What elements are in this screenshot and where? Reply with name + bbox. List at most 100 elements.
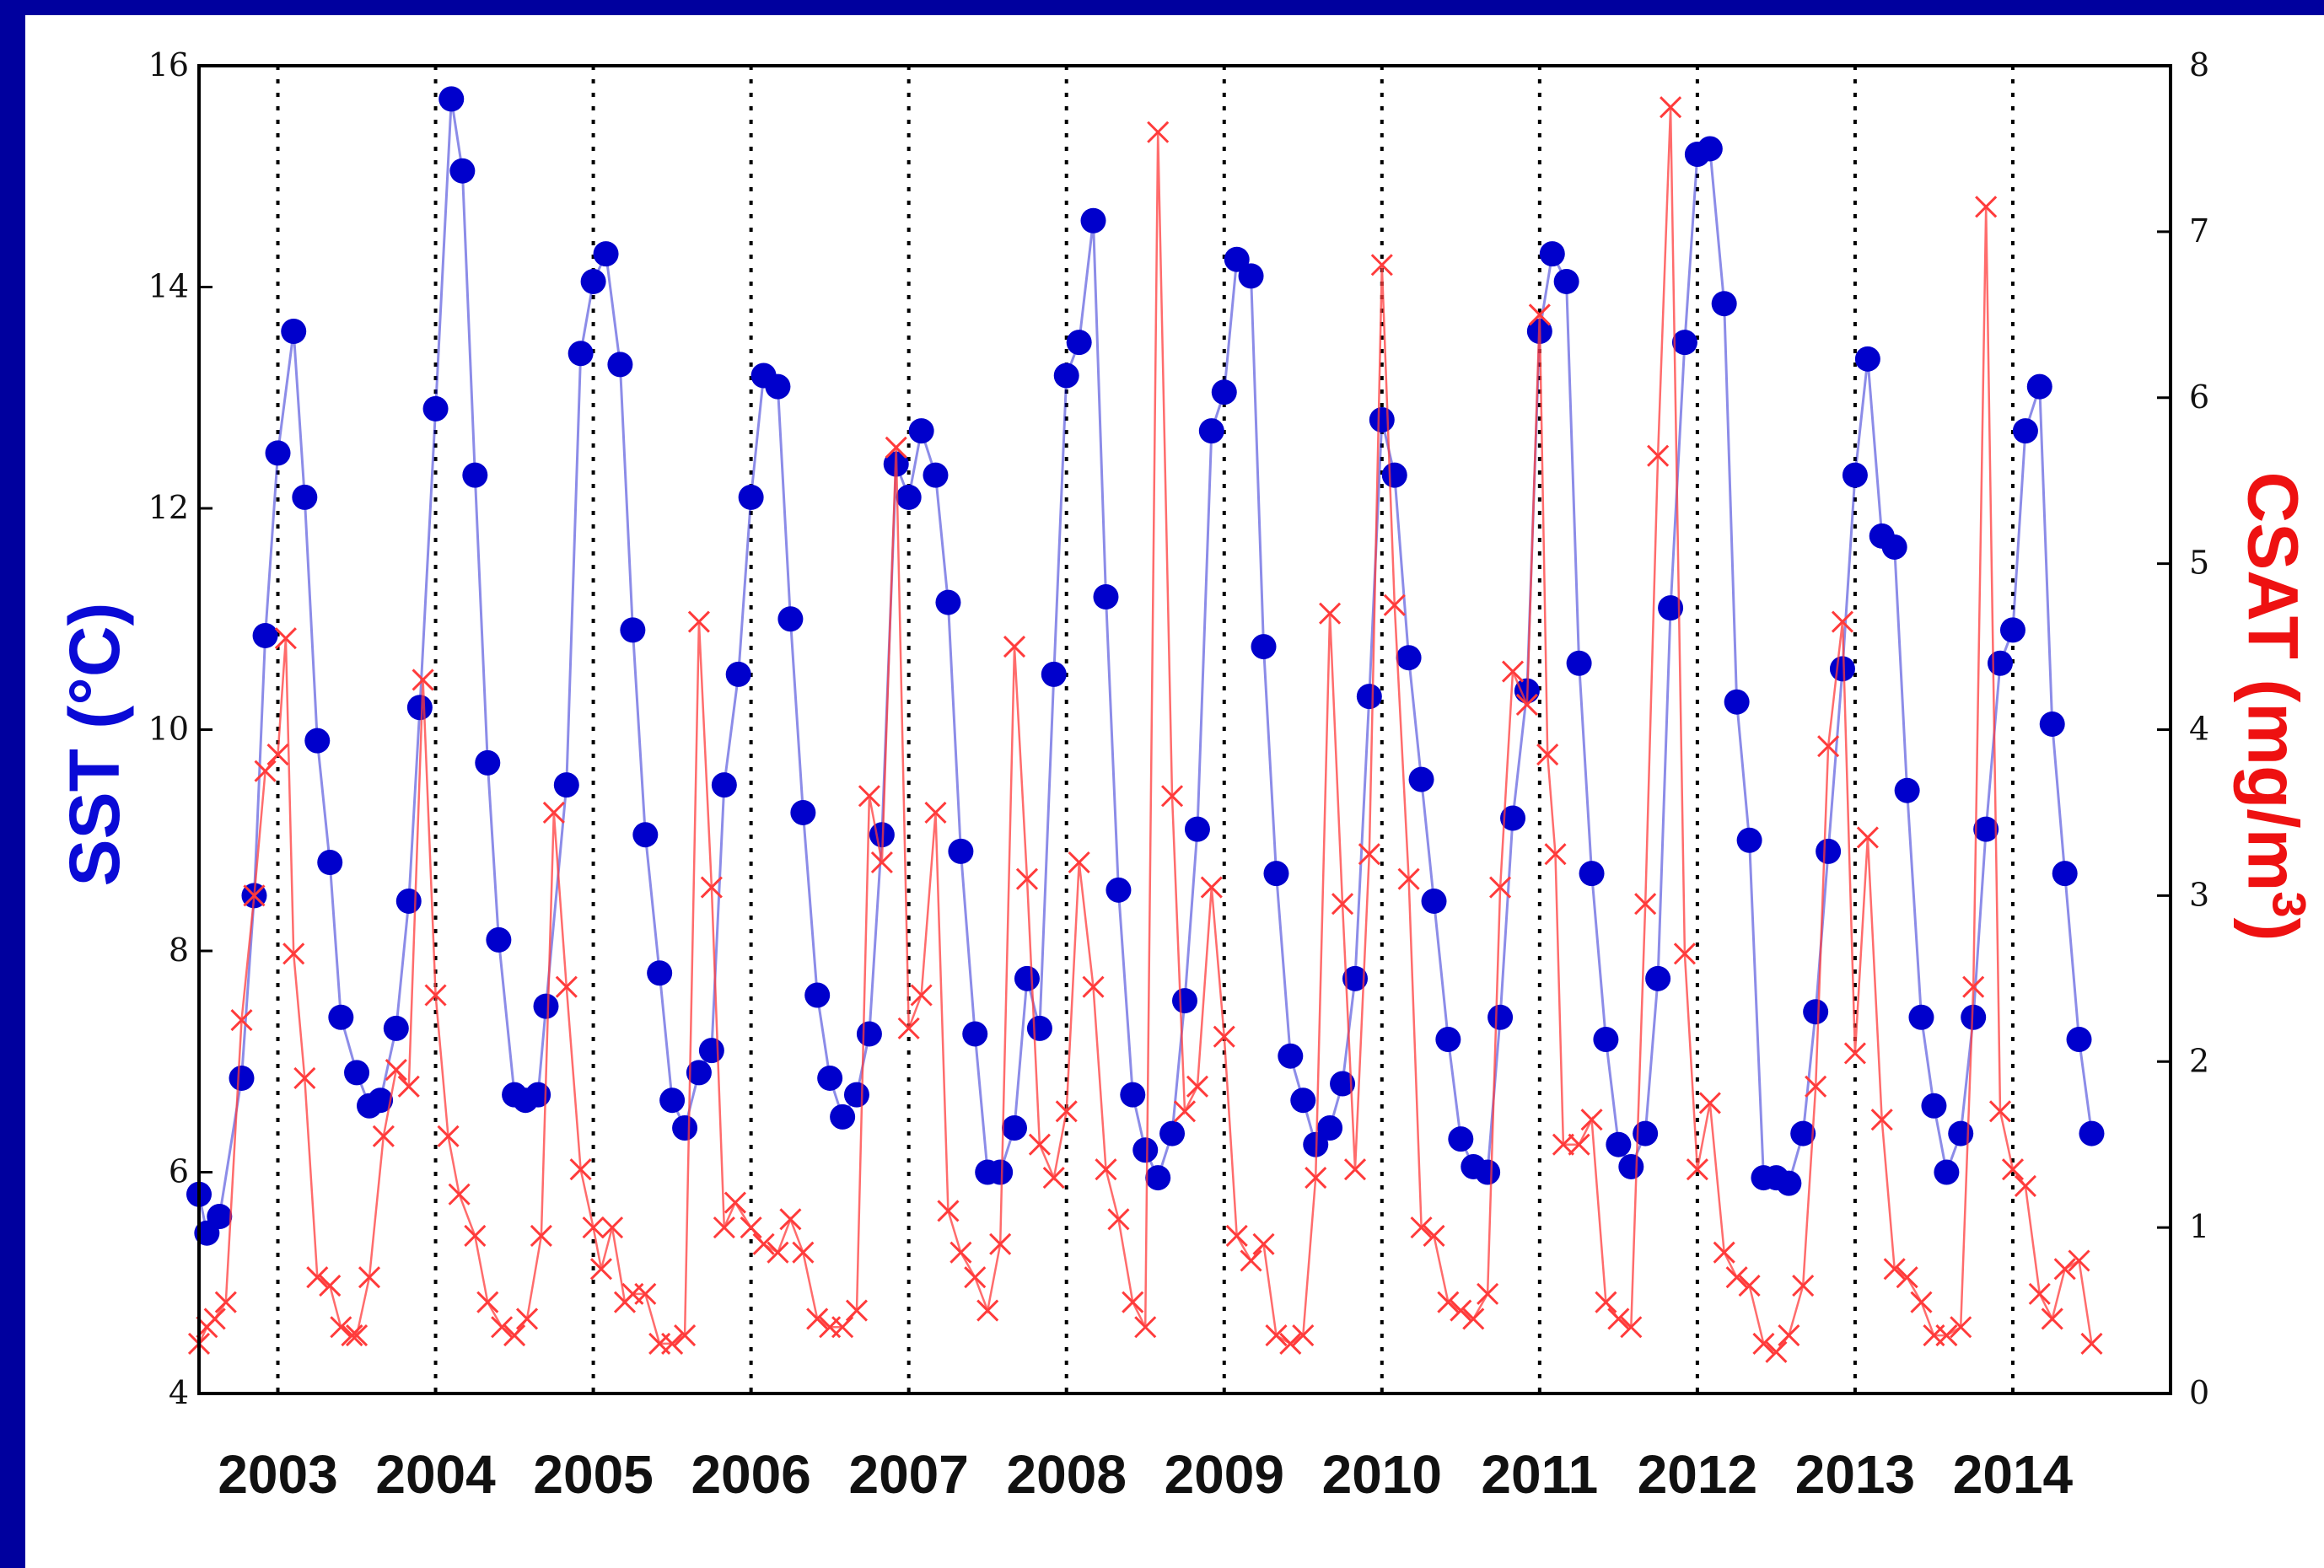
csat-point — [266, 743, 289, 766]
sst-point — [672, 1115, 698, 1141]
sst-point — [1421, 888, 1447, 914]
sst-point — [593, 241, 619, 267]
csat-point — [1383, 593, 1406, 616]
csat-point — [555, 975, 578, 998]
x-year-label: 2012 — [1638, 1444, 1757, 1505]
csat-point — [1620, 1316, 1643, 1339]
sst-point — [1330, 1071, 1356, 1097]
y-right-tick-label: 4 — [2189, 711, 2209, 748]
sst-point — [2066, 1027, 2092, 1052]
csat-point — [700, 876, 723, 899]
sst-point — [265, 440, 291, 466]
csat-point — [1410, 1216, 1433, 1239]
sst-point — [686, 1060, 712, 1086]
csat-point — [1515, 693, 1538, 717]
sst-point — [1475, 1159, 1501, 1185]
sst-point — [486, 926, 512, 953]
series-1-line — [197, 99, 2093, 1237]
csat-point — [687, 610, 710, 633]
sst-point — [1251, 634, 1277, 660]
csat-point — [792, 1241, 815, 1264]
sst-point — [711, 772, 737, 798]
csat-point — [1634, 893, 1657, 916]
csat-point — [243, 884, 266, 907]
sst-point — [304, 728, 331, 754]
sst-point — [632, 822, 659, 848]
sst-point — [1658, 595, 1684, 621]
csat-point — [424, 984, 447, 1007]
sst-point — [525, 1082, 551, 1108]
sst-point — [344, 1060, 370, 1086]
csat-point — [1831, 610, 1854, 633]
sst-point — [580, 268, 606, 294]
csat-point — [515, 1308, 539, 1330]
csat-point — [1725, 1266, 1748, 1289]
csat-point — [870, 851, 893, 874]
sst-point — [1369, 407, 1395, 432]
sst-point — [607, 352, 633, 378]
sst-point — [1290, 1087, 1316, 1114]
y-axis-right-label-main: CSAT (mg/m — [2233, 471, 2313, 892]
y-right-tick-label: 8 — [2189, 46, 2209, 83]
csat-point — [1660, 96, 1682, 119]
sst-point — [1645, 965, 1671, 991]
csat-point — [464, 1224, 487, 1248]
sst-point — [1500, 805, 1526, 831]
sst-point — [843, 1082, 869, 1108]
csat-point — [1528, 303, 1551, 326]
sst-point — [1908, 1004, 1934, 1030]
sst-point — [317, 850, 343, 875]
csat-point — [293, 1066, 316, 1089]
y-left-tick-label: 4 — [169, 1374, 189, 1411]
sst-point — [923, 462, 949, 488]
sst-point — [1106, 877, 1132, 903]
y-axis-left-label: SST (°C) — [55, 602, 134, 887]
csat-point — [1028, 1133, 1051, 1156]
sst-point — [1842, 462, 1868, 488]
csat-point — [530, 1224, 552, 1248]
csat-point — [1305, 1167, 1327, 1189]
csat-point — [397, 1075, 420, 1098]
sst-point — [1894, 777, 1920, 803]
csat-point — [937, 1200, 960, 1222]
sst-point — [1711, 291, 1737, 317]
csat-point — [924, 801, 947, 824]
y-right-tick-label: 1 — [2189, 1208, 2209, 1245]
sst-point — [1014, 965, 1040, 991]
sst-point — [1041, 661, 1067, 687]
sst-point — [292, 484, 318, 510]
csat-point — [1003, 636, 1026, 658]
sst-point — [1633, 1120, 1659, 1146]
csat-point — [1186, 1075, 1209, 1098]
csat-point — [674, 1324, 697, 1347]
csat-point — [476, 1291, 499, 1313]
sst-point — [383, 1015, 409, 1041]
csat-point — [503, 1324, 526, 1347]
csat-point — [950, 1241, 972, 1264]
sst-point — [620, 617, 646, 643]
sst-point — [1381, 462, 1407, 488]
x-year-label: 2006 — [691, 1444, 810, 1505]
sst-point — [475, 749, 501, 776]
sst-point — [533, 993, 559, 1019]
sst-point — [1961, 1004, 1987, 1030]
sst-point — [1618, 1153, 1644, 1179]
sst-point — [2079, 1120, 2105, 1146]
csat-point — [1962, 975, 1985, 998]
csat-point — [1252, 1232, 1275, 1255]
x-year-label: 2004 — [375, 1444, 496, 1505]
sst-point — [1356, 684, 1382, 710]
sst-point — [449, 158, 476, 184]
csat-point — [2068, 1249, 2090, 1272]
x-year-label: 2005 — [533, 1444, 653, 1505]
x-year-label: 2013 — [1795, 1444, 1915, 1505]
sst-point — [1120, 1082, 1146, 1108]
csat-point — [1805, 1075, 1827, 1098]
sst-point — [1724, 689, 1750, 715]
csat-point — [1225, 1224, 1248, 1248]
csat-point — [230, 1008, 253, 1032]
csat-point — [1240, 1249, 1262, 1272]
sst-point — [1790, 1120, 1816, 1146]
sst-point — [1026, 1015, 1052, 1041]
csat-point — [1698, 1092, 1721, 1114]
